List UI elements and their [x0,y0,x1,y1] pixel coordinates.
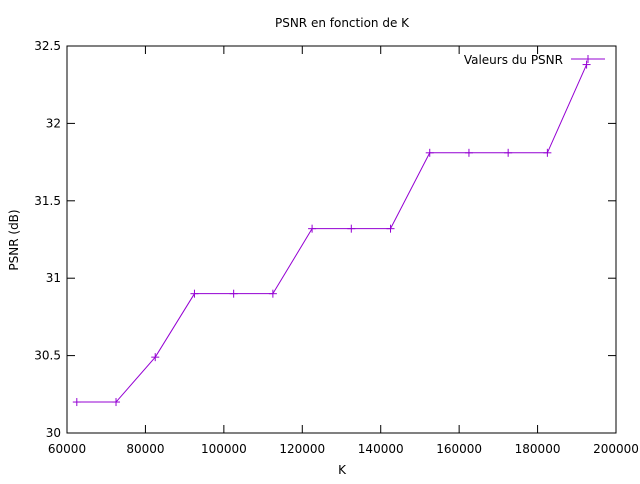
x-tick-label: 200000 [593,442,639,456]
y-tick-label: 31.5 [34,194,61,208]
data-point [347,224,356,233]
y-tick-label: 30.5 [34,349,61,363]
data-point [504,148,513,157]
axis-ticks: 60000 80000 100000 120000 140000 160000 180000… [34,39,639,456]
y-tick-label: 30 [46,426,61,440]
data-point [151,353,160,362]
series-line [76,64,588,403]
y-tick-label: 32.5 [34,39,61,53]
data-point [190,289,199,298]
chart-title: PSNR en fonction de K [275,16,410,30]
x-tick-label: 140000 [358,442,404,456]
x-tick-label: 60000 [48,442,86,456]
x-tick-label: 120000 [279,442,325,456]
data-point [229,289,238,298]
y-tick-label: 32 [46,116,61,130]
plot-frame [66,45,617,434]
data-point [425,148,434,157]
x-tick-label: 180000 [515,442,561,456]
data-point [386,224,395,233]
data-point [543,148,552,157]
x-tick-label: 80000 [126,442,164,456]
legend: Valeurs du PSNR [464,53,605,67]
series-layer [72,60,591,407]
legend-label: Valeurs du PSNR [464,53,563,67]
data-point [308,224,317,233]
legend-marker [584,55,592,63]
x-tick-label: 160000 [436,442,482,456]
x-tick-label: 100000 [201,442,247,456]
y-tick-label: 31 [46,271,61,285]
data-point [72,398,81,407]
y-axis-label: PSNR (dB) [7,209,21,270]
data-point [582,60,591,69]
data-point [268,289,277,298]
data-point [464,148,473,157]
data-point [112,398,121,407]
x-axis-label: K [338,463,347,477]
